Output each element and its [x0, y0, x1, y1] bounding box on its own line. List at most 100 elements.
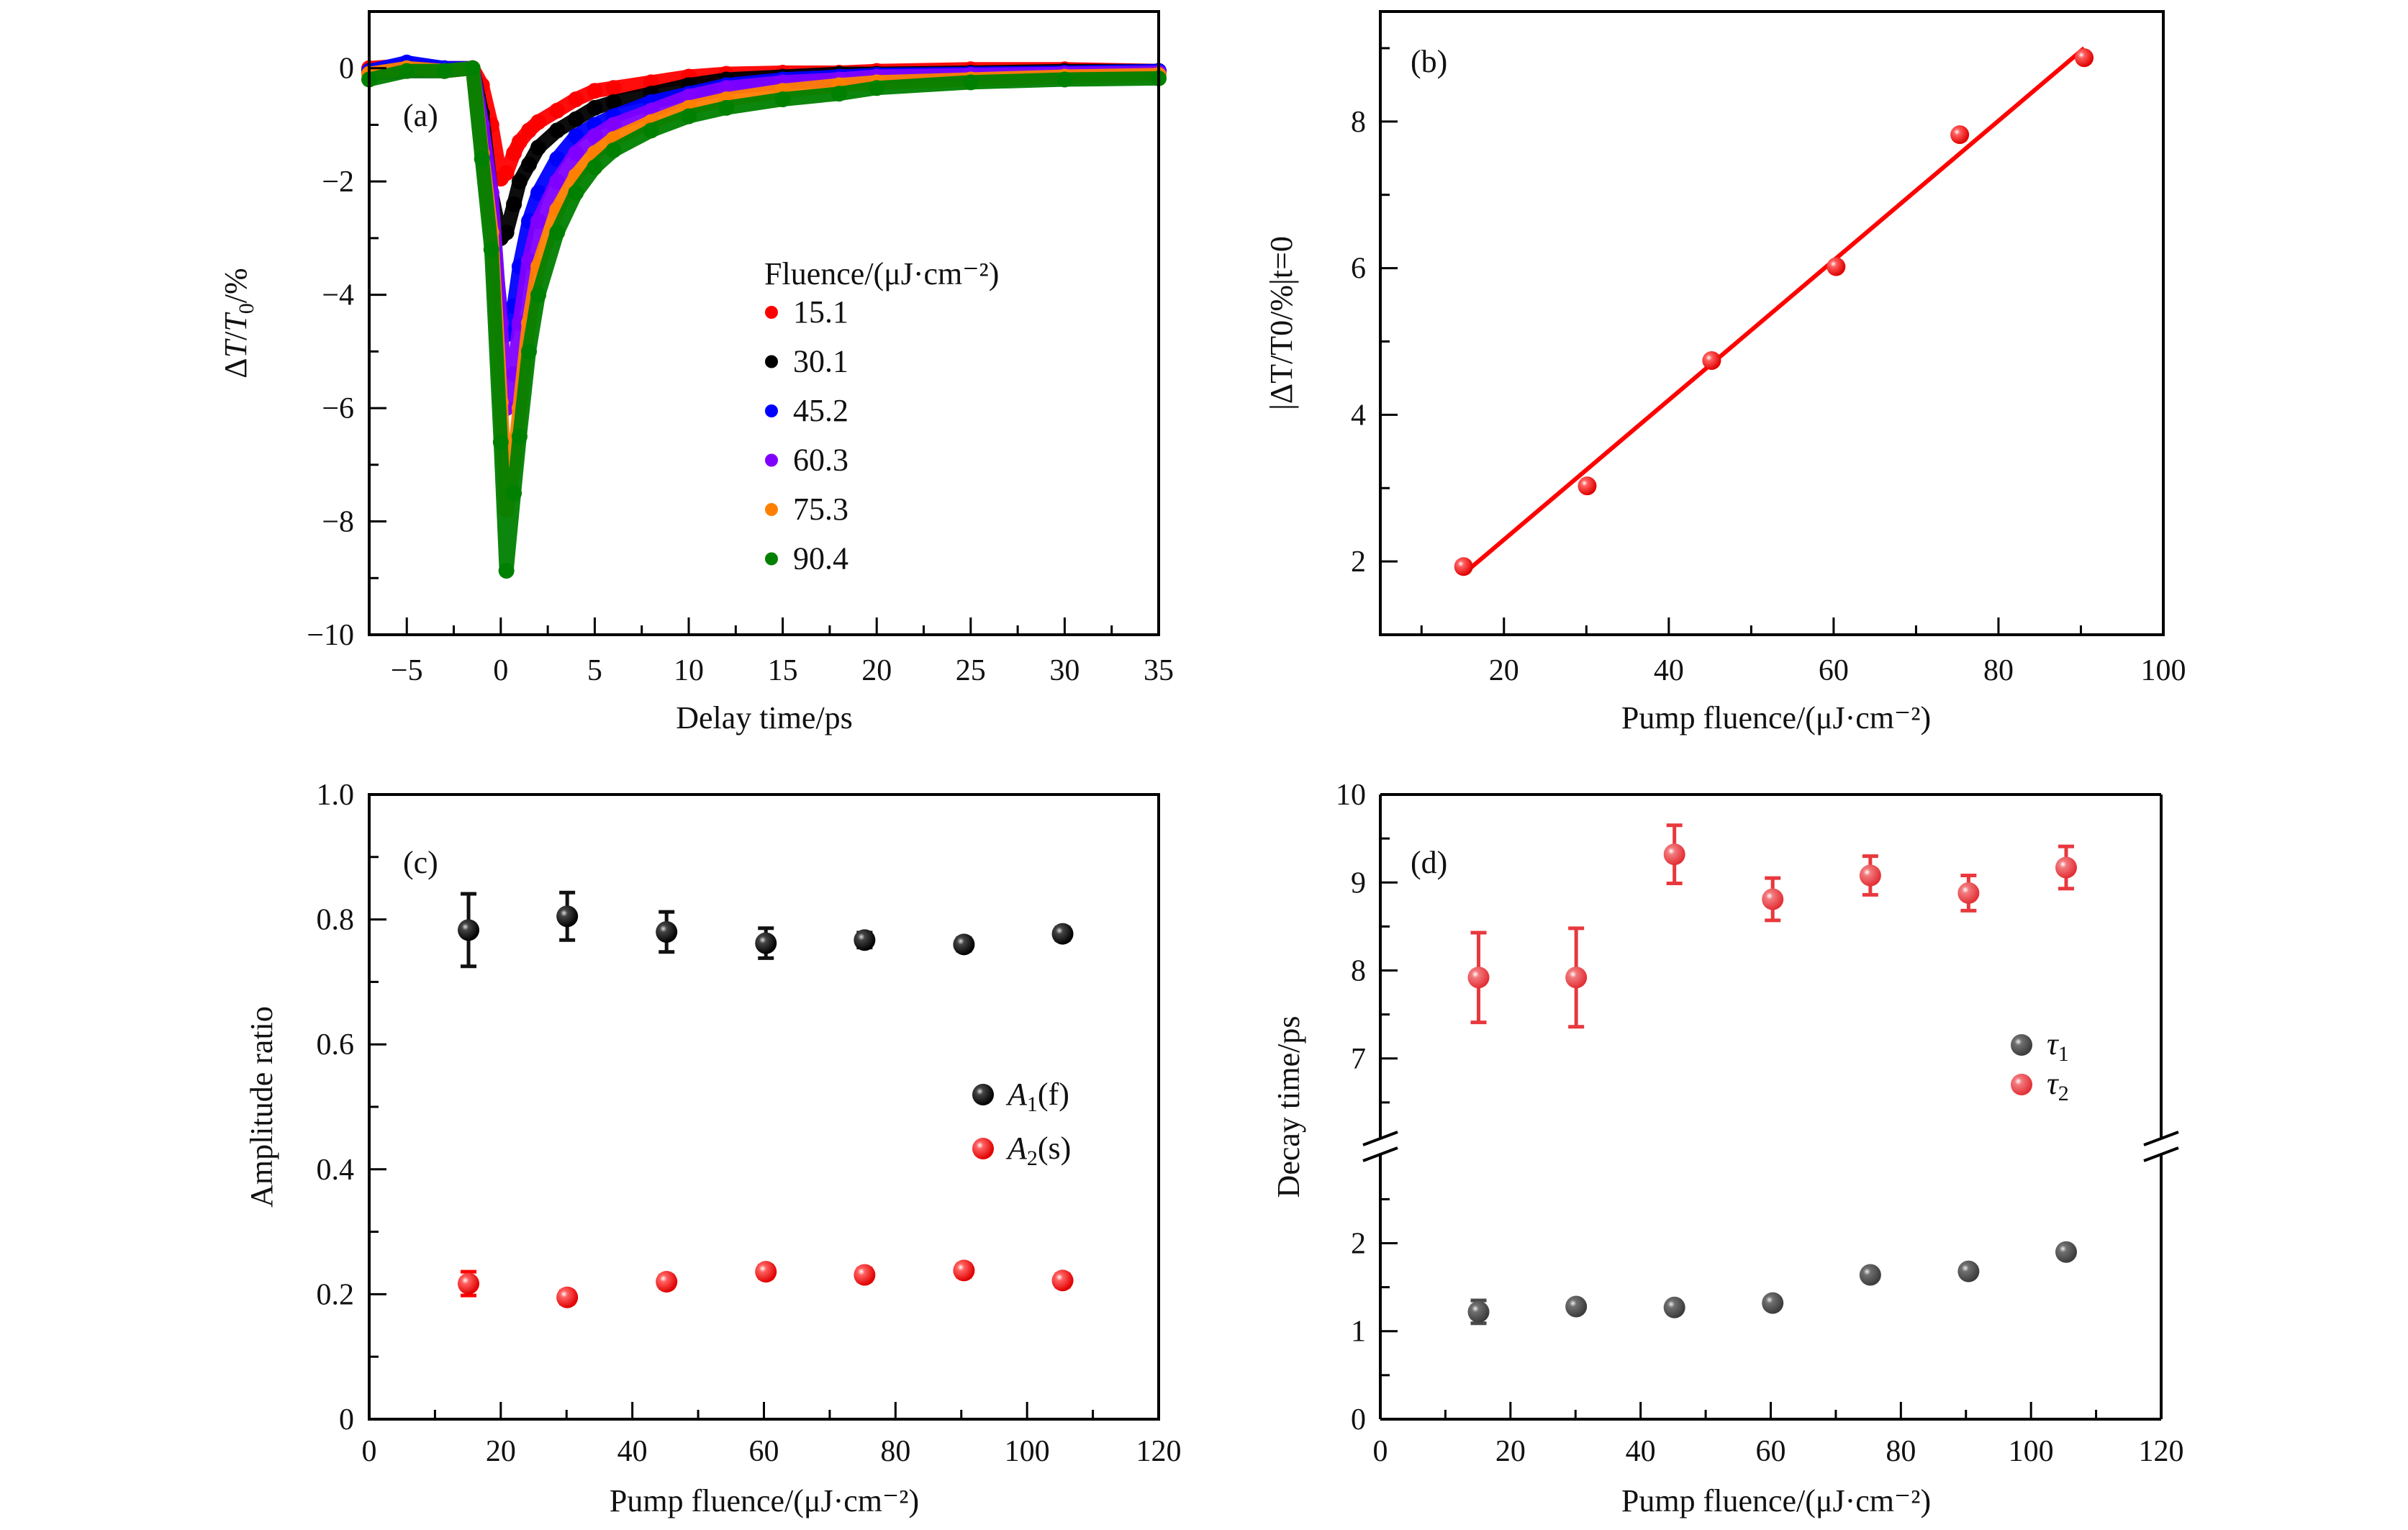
data-point-90.4 — [474, 150, 490, 167]
data-point-A2(s) — [556, 1286, 579, 1308]
legend-label-30.1: 30.1 — [793, 344, 848, 379]
panel-d-y-tick-label: 9 — [1351, 866, 1366, 900]
data-point-τ1 — [1859, 1264, 1881, 1286]
panel-a-axes-frame — [368, 10, 1160, 636]
series-τ1 — [1467, 1241, 2077, 1326]
data-point-15.1 — [498, 165, 515, 181]
legend-label-90.4: 90.4 — [793, 541, 848, 576]
data-point-90.4 — [549, 225, 566, 241]
data-point-15.1 — [530, 114, 547, 130]
panel-c-y-tick-label: 0.6 — [317, 1028, 355, 1062]
panel-b-x-tick-label: 40 — [1654, 654, 1684, 687]
panel-d-x-tick-label: 0 — [1373, 1435, 1388, 1468]
panel-d-plot-area — [1467, 823, 2077, 1326]
panel-c-y-tick-label: 0 — [339, 1403, 354, 1436]
data-point-A2(s) — [755, 1261, 777, 1283]
data-point-15.1 — [549, 102, 566, 119]
panel-c: 0 20 40 60 80 100 120 0 0.2 0.4 0.6 0.8 1.0 (c) Pump… — [244, 779, 1182, 1518]
panel-a-label: (a) — [403, 98, 438, 133]
panel-b: 20 40 60 80 100 2 4 6 8 (b) Pump fluence/(μJ·cm⁻… — [1264, 10, 2186, 735]
panel-a-x-tick-label: 20 — [861, 654, 892, 687]
data-point-90.4 — [436, 63, 453, 79]
panel-c-x-tick-label: 100 — [1005, 1435, 1050, 1468]
panel-b-ticks: 20 40 60 80 100 2 4 6 8 — [1351, 47, 2186, 687]
panel-d-y-tick-label: 7 — [1351, 1043, 1366, 1076]
panel-a-y-axis-rest: /% — [218, 268, 253, 303]
panel-d-x-tick-label: 60 — [1756, 1435, 1786, 1468]
data-point-τ2 — [1859, 864, 1881, 887]
data-point — [2075, 48, 2094, 68]
data-point-30.1 — [506, 196, 522, 212]
legend-marker-60.3 — [765, 453, 778, 467]
data-point-15.1 — [605, 80, 622, 96]
panel-a-x-tick-label: 25 — [956, 654, 986, 687]
data-point-A2(s) — [1051, 1269, 1074, 1292]
data-point-τ1 — [1467, 1300, 1490, 1323]
data-point-60.3 — [587, 128, 603, 145]
panel-c-x-axis-title: Pump fluence/(μJ·cm⁻²) — [610, 1483, 919, 1518]
panel-c-x-tick-label: 80 — [880, 1435, 910, 1468]
data-point-A1(f) — [854, 929, 876, 951]
panel-a-y-tick-label: −10 — [307, 619, 354, 652]
data-point-30.1 — [587, 99, 603, 116]
data-point-A1(f) — [458, 919, 480, 941]
panel-b-y-tick-label: 8 — [1351, 106, 1366, 139]
data-point-90.4 — [869, 80, 885, 96]
panel-b-x-tick-label: 100 — [2141, 654, 2186, 687]
legend-marker-45.2 — [765, 404, 778, 417]
panel-a-x-tick-label: −5 — [391, 654, 423, 687]
data-point-τ2 — [1957, 882, 1980, 904]
panel-d-y-tick-label: 0 — [1351, 1403, 1366, 1436]
panel-c-plot-area — [458, 890, 1074, 1308]
panel-a-y-tick-label: −2 — [322, 166, 354, 199]
legend-item-A1(f): A1(f) — [972, 1077, 1069, 1116]
fit-line — [1462, 46, 2086, 576]
panel-b-x-tick-label: 60 — [1819, 654, 1849, 687]
legend-label-A2(s): A2(s) — [1005, 1131, 1071, 1170]
panel-c-y-tick-label: 0.2 — [317, 1278, 355, 1311]
panel-a-ticks: −5 0 5 10 15 20 25 30 35 0 −2 −4 −6 −8 −10 — [307, 10, 1174, 687]
panel-a: −5 0 5 10 15 20 25 30 35 0 −2 −4 −6 −8 −10 (a) Delay t… — [218, 10, 1174, 735]
data-point-90.4 — [464, 60, 481, 76]
panel-a-y-axis-delta: Δ — [218, 358, 253, 378]
panel-d-y-axis-title: Decay time/ps — [1271, 1016, 1306, 1198]
data-point-A1(f) — [556, 905, 579, 928]
panel-a-x-tick-label: 30 — [1049, 654, 1079, 687]
panel-a-y-tick-label: 0 — [339, 53, 354, 86]
axis-break-slash — [1362, 1146, 1398, 1162]
panel-d-x-tick-label: 80 — [1886, 1435, 1916, 1468]
data-point-A1(f) — [953, 933, 975, 956]
panel-a-y-tick-label: −6 — [322, 392, 354, 425]
panel-c-ticks: 0 20 40 60 80 100 120 0 0.2 0.4 0.6 0.8 1.0 — [317, 779, 1182, 1468]
data-point-30.1 — [549, 122, 566, 139]
data-point-A2(s) — [656, 1271, 678, 1293]
data-point-90.4 — [511, 428, 528, 445]
legend-label-A1(f): A1(f) — [1005, 1077, 1069, 1116]
data-point-90.4 — [530, 286, 547, 303]
panel-d-x-tick-label: 100 — [2009, 1435, 2054, 1468]
legend-item-15.1: 15.1 — [765, 294, 848, 330]
data-point-60.3 — [530, 213, 547, 230]
legend-item-90.4: 90.4 — [765, 541, 848, 576]
data-point-90.4 — [568, 184, 584, 201]
data-point-30.1 — [568, 111, 584, 127]
panel-c-x-tick-label: 0 — [362, 1435, 377, 1468]
panel-c-x-tick-label: 60 — [749, 1435, 779, 1468]
data-point-90.4 — [1056, 71, 1073, 88]
data-point-30.1 — [605, 94, 622, 110]
data-point-τ2 — [2055, 856, 2077, 879]
data-point — [1950, 125, 1970, 145]
panel-b-y-tick-label: 2 — [1351, 546, 1366, 579]
legend-marker-τ2 — [2011, 1074, 2032, 1095]
data-point-90.4 — [521, 343, 538, 360]
data-point-30.1 — [530, 139, 547, 155]
axis-break-mark — [2143, 1131, 2179, 1162]
data-point-τ2 — [1565, 967, 1588, 989]
panel-b-plot-area — [1454, 46, 2094, 576]
panel-a-x-tick-label: 35 — [1144, 654, 1174, 687]
panel-c-x-tick-label: 120 — [1136, 1435, 1182, 1468]
data-point-τ2 — [1762, 888, 1784, 910]
panel-a-x-tick-label: 10 — [674, 654, 704, 687]
panel-b-axes-frame — [1379, 10, 2165, 636]
